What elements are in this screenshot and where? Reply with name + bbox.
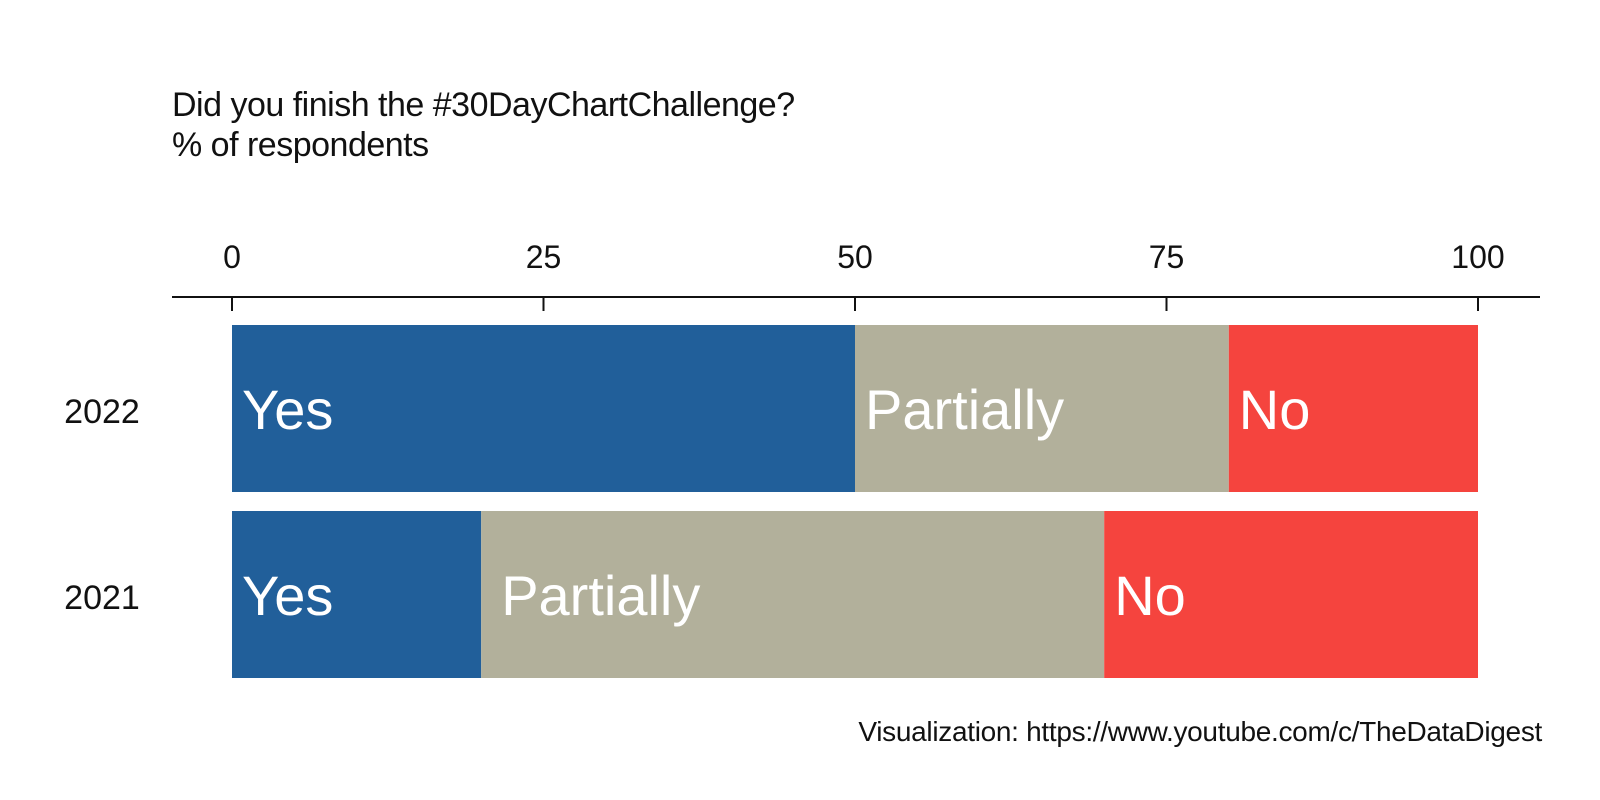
bar-partially-2021	[481, 511, 1105, 678]
x-tick-label: 100	[1451, 239, 1504, 275]
chart-subtitle: % of respondents	[172, 126, 429, 164]
x-axis: 0 25 50 75 100	[172, 239, 1540, 311]
chart-caption: Visualization: https://www.youtube.com/c…	[858, 716, 1542, 747]
x-tick-label: 75	[1149, 239, 1185, 275]
bar-no-2022	[1228, 325, 1478, 492]
segment-label-yes-2022: Yes	[242, 378, 333, 441]
bar-no-2021	[1104, 511, 1478, 678]
segment-label-partially-2021: Partially	[501, 564, 700, 627]
chart-title: Did you finish the #30DayChartChallenge?	[172, 86, 795, 124]
y-category-label-2022: 2022	[64, 393, 140, 431]
y-axis-labels: 2022 2021	[64, 393, 140, 617]
x-tick-label: 0	[223, 239, 241, 275]
segment-label-no-2022: No	[1239, 378, 1311, 441]
bar-partially-2022	[855, 325, 1229, 492]
x-tick-label: 25	[526, 239, 562, 275]
bars: Yes Partially No Yes Partially No	[232, 325, 1478, 678]
bar-row-2021: Yes Partially No	[232, 511, 1478, 678]
bar-yes-2022	[232, 325, 855, 492]
segment-label-partially-2022: Partially	[865, 378, 1064, 441]
bar-yes-2021	[232, 511, 482, 678]
y-category-label-2021: 2021	[64, 579, 140, 617]
bar-row-2022: Yes Partially No	[232, 325, 1478, 492]
segment-label-no-2021: No	[1114, 564, 1186, 627]
segment-label-yes-2021: Yes	[242, 564, 333, 627]
x-tick-label: 50	[837, 239, 873, 275]
